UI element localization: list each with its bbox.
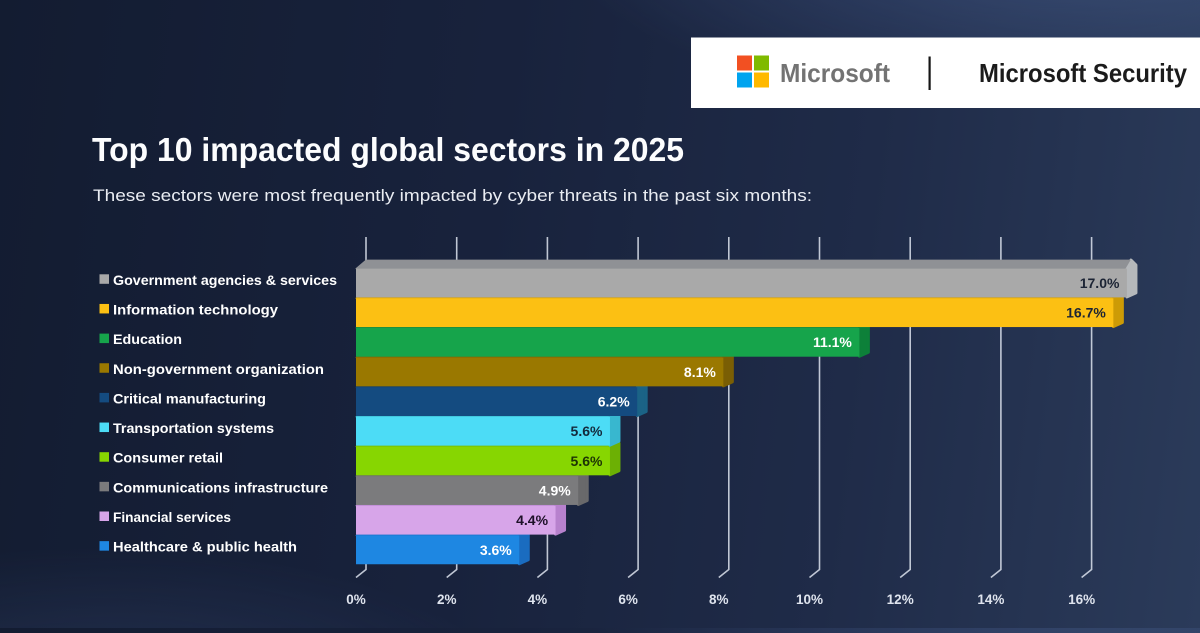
svg-text:5.6%: 5.6% xyxy=(571,453,603,469)
svg-text:4.9%: 4.9% xyxy=(539,482,571,498)
svg-text:Education: Education xyxy=(113,331,182,347)
svg-text:4.4%: 4.4% xyxy=(516,512,548,528)
svg-text:Information technology: Information technology xyxy=(113,301,278,317)
svg-text:12%: 12% xyxy=(887,592,914,607)
svg-text:5.6%: 5.6% xyxy=(571,423,603,439)
svg-text:14%: 14% xyxy=(977,592,1004,607)
svg-text:16.7%: 16.7% xyxy=(1066,305,1106,321)
svg-text:Financial services: Financial services xyxy=(113,509,231,525)
svg-text:Communications infrastructure: Communications infrastructure xyxy=(113,479,328,495)
svg-text:Microsoft: Microsoft xyxy=(780,58,890,88)
svg-text:Consumer retail: Consumer retail xyxy=(113,450,223,466)
svg-text:These sectors were most freque: These sectors were most frequently impac… xyxy=(93,187,812,205)
svg-text:Top 10 impacted global sectors: Top 10 impacted global sectors in 2025 xyxy=(92,131,684,168)
svg-text:4%: 4% xyxy=(528,592,548,607)
svg-text:Non-government organization: Non-government organization xyxy=(113,361,324,377)
svg-text:Healthcare & public health: Healthcare & public health xyxy=(113,539,297,555)
svg-text:3.6%: 3.6% xyxy=(480,542,512,558)
svg-text:6%: 6% xyxy=(618,592,638,607)
svg-text:Microsoft Security: Microsoft Security xyxy=(979,58,1187,88)
svg-text:6.2%: 6.2% xyxy=(598,394,630,410)
svg-text:0%: 0% xyxy=(346,592,366,607)
svg-text:10%: 10% xyxy=(796,592,823,607)
svg-text:16%: 16% xyxy=(1068,592,1095,607)
svg-text:2%: 2% xyxy=(437,592,457,607)
svg-text:11.1%: 11.1% xyxy=(813,334,852,350)
svg-text:Government agencies & services: Government agencies & services xyxy=(113,272,337,288)
svg-text:8.1%: 8.1% xyxy=(684,364,716,380)
svg-text:8%: 8% xyxy=(709,592,729,607)
svg-text:Transportation systems: Transportation systems xyxy=(113,420,274,436)
svg-text:Critical manufacturing: Critical manufacturing xyxy=(113,390,266,406)
svg-text:17.0%: 17.0% xyxy=(1080,275,1120,291)
